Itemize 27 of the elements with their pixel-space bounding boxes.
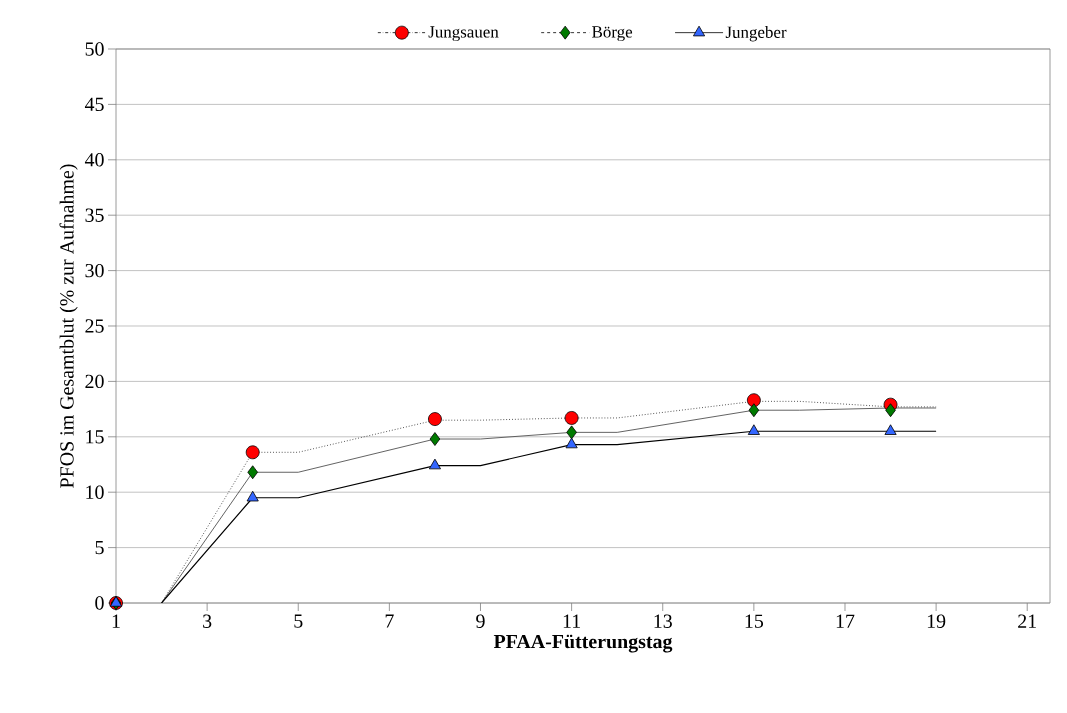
x-tick-label: 7 [385, 614, 394, 628]
y-tick-label: 45 [84, 97, 104, 112]
y-tick-label: 25 [85, 319, 104, 333]
y-axis-title: PFOS im Gesamtblut (% zur Aufnahme) [59, 164, 78, 488]
x-tick-label: 15 [745, 614, 764, 628]
legend-label: Jungeber [725, 26, 787, 42]
x-tick-label: 19 [927, 614, 946, 628]
x-axis-title: PFAA-Fütterungstag [493, 634, 673, 653]
y-tick-label: 30 [85, 263, 104, 278]
y-tick-label: 0 [95, 596, 104, 610]
legend-label: Jungsauen [428, 26, 499, 42]
x-tick-label: 1 [112, 614, 120, 628]
y-tick-label: 15 [86, 430, 104, 444]
x-tick-label: 3 [203, 614, 212, 628]
y-tick-label: 40 [84, 153, 104, 167]
x-tick-label: 13 [654, 614, 672, 628]
x-tick-label: 11 [563, 614, 581, 628]
y-tick-label: 20 [85, 374, 104, 389]
x-tick-label: 21 [1018, 614, 1036, 628]
x-tick-label: 5 [294, 614, 303, 628]
x-tick-label: 17 [836, 614, 855, 628]
x-tick-label: 9 [476, 614, 485, 628]
y-tick-label: 10 [86, 485, 104, 499]
legend-label: Börge [592, 26, 633, 42]
y-tick-label: 35 [85, 208, 104, 222]
y-tick-label: 5 [95, 540, 104, 555]
y-tick-label: 50 [85, 42, 104, 56]
